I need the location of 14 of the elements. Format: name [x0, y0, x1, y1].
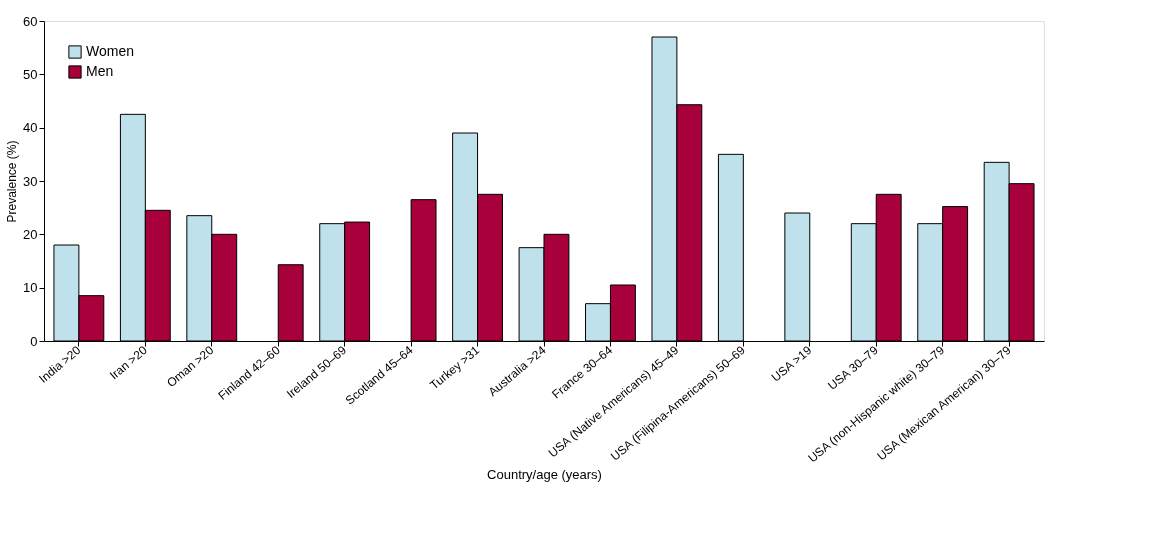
y-tick-label: 10 — [23, 280, 38, 296]
y-tick-label: 20 — [23, 226, 38, 242]
x-tick-label: Iran >20 — [106, 342, 151, 383]
y-tick-label: 40 — [23, 120, 38, 136]
x-axis-title: Country/age (years) — [487, 467, 602, 482]
legend-label: Men — [86, 63, 114, 79]
legend-label: Women — [86, 43, 134, 59]
y-tick-label: 60 — [23, 13, 38, 29]
y-tick-label: 0 — [30, 333, 38, 349]
y-tick-label: 50 — [23, 66, 38, 82]
x-tick-label: India >20 — [36, 342, 84, 386]
y-tick-label: 30 — [23, 173, 38, 189]
x-tick-label: USA >19 — [768, 342, 815, 385]
y-axis-title: Prevalence (%) — [5, 140, 20, 223]
